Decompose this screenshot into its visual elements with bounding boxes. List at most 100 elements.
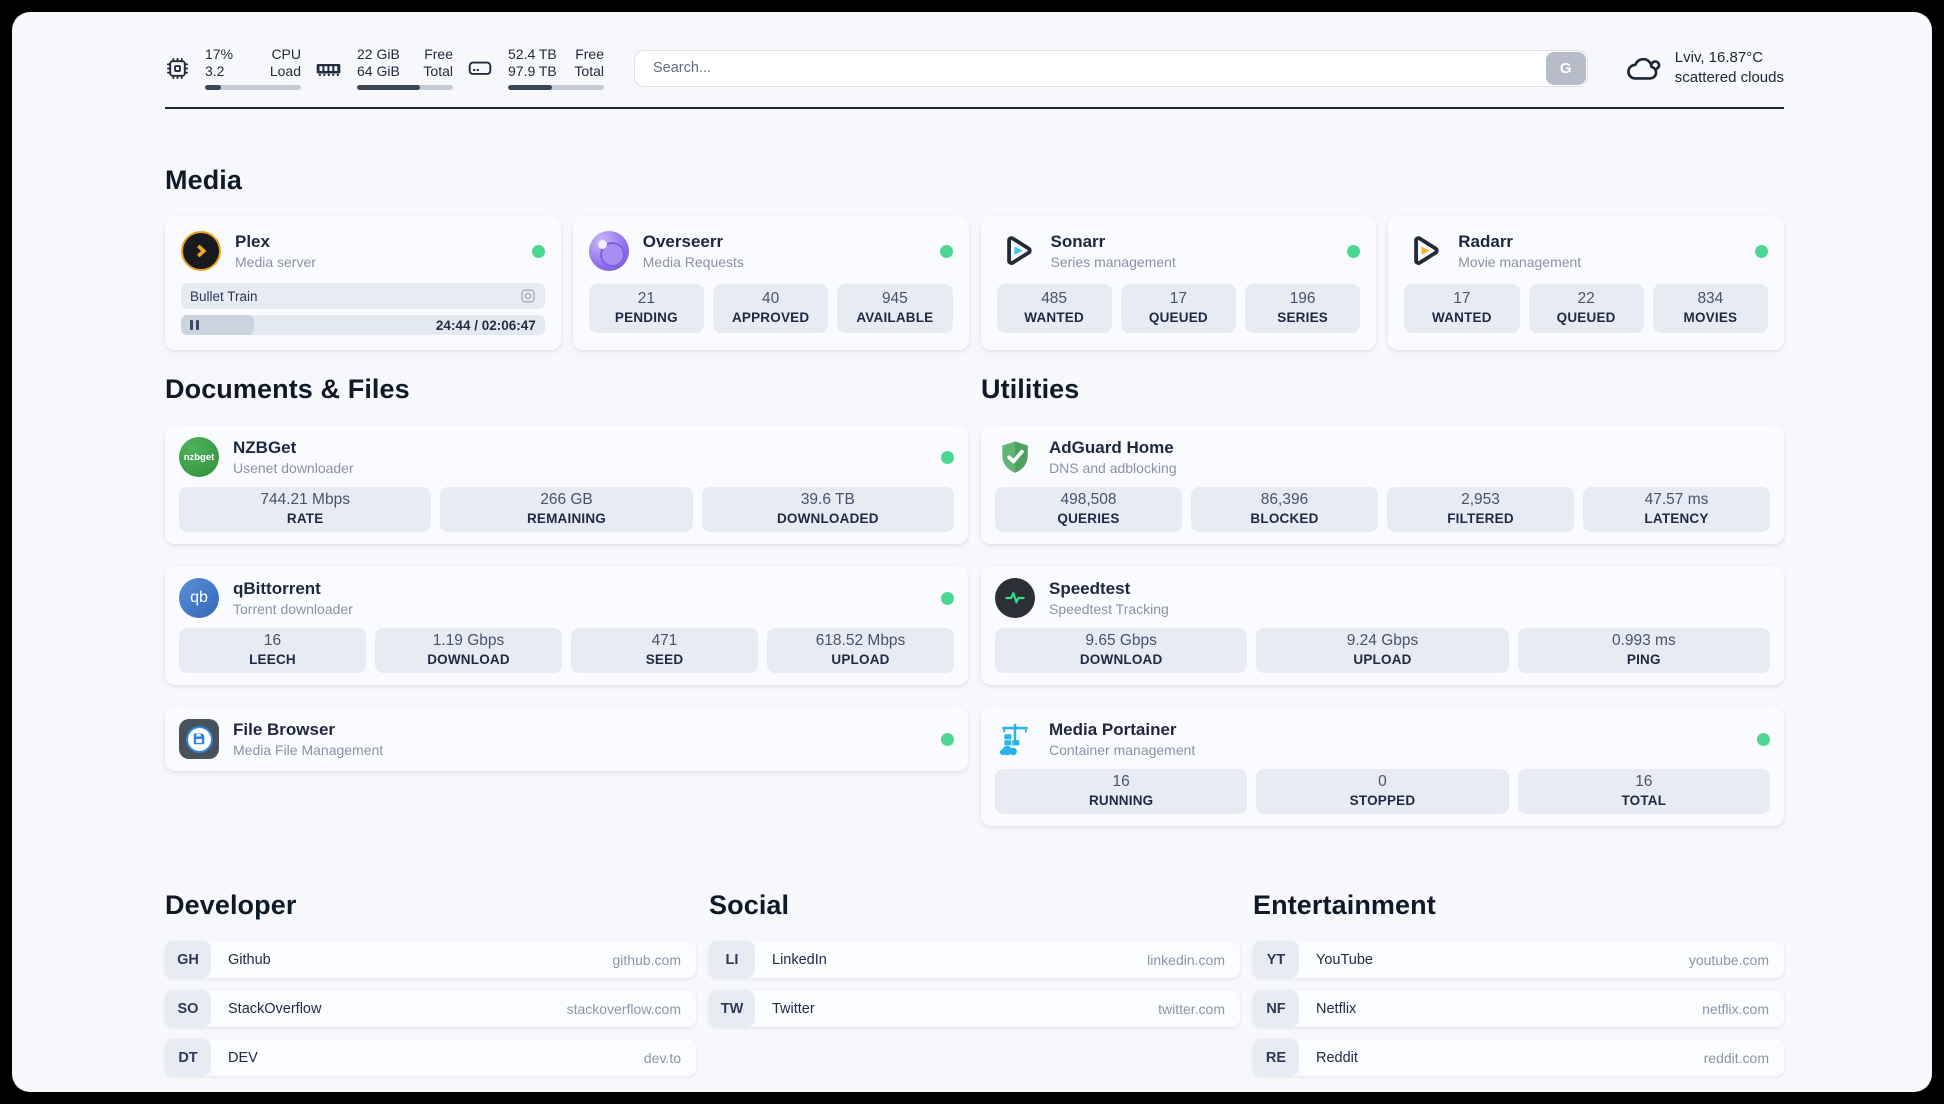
bookmark-row-stackoverflow[interactable]: SO StackOverflow stackoverflow.com [165,990,696,1027]
now-playing-row: Bullet Train [181,283,545,309]
now-playing-view-icon[interactable] [520,288,536,304]
bookmark-row-twitter[interactable]: TW Twitter twitter.com [709,990,1240,1027]
cpu-progress-bar [205,85,301,90]
stat-box: 39.6 TB DOWNLOADED [701,487,954,532]
service-subtitle: Media server [235,254,316,270]
bookmark-row-reddit[interactable]: RE Reddit reddit.com [1253,1039,1784,1076]
card-qbittorrent[interactable]: qb qBittorrent Torrent downloader 16 LEEC… [165,566,968,685]
bookmark-url: github.com [612,951,681,968]
stat-value: 0 [1378,773,1387,790]
bookmark-row-youtube[interactable]: YT YouTube youtube.com [1253,941,1784,978]
search-input[interactable] [634,49,1588,87]
stat-box: 485 WANTED [996,284,1112,333]
stat-value: 2,953 [1461,491,1500,508]
stat-box: 2,953 FILTERED [1387,487,1574,532]
card-portainer[interactable]: Media Portainer Container management 16 R… [981,707,1784,826]
adguard-icon [995,437,1035,477]
memory-progress-bar [357,85,453,90]
bookmark-abbr: GH [165,941,211,978]
stat-label: BLOCKED [1250,511,1319,526]
service-subtitle: Media Requests [642,254,744,270]
stat-box: 47.57 ms LATENCY [1583,487,1770,532]
cpu-icon [166,57,189,79]
service-subtitle: Torrent downloader [233,601,353,617]
section-title-social: Social [709,890,790,920]
documents-column: Documents & Files nzbget NZBGet Usenet d… [165,350,968,771]
weather-widget: Lviv, 16.87°C scattered clouds [1626,48,1784,88]
stat-value: 17 [1169,290,1187,307]
card-nzbget[interactable]: nzbget NZBGet Usenet downloader 744.21 M… [165,425,968,544]
card-speedtest[interactable]: Speedtest Speedtest Tracking 9.65 Gbps DO… [981,566,1784,685]
bookmark-name: Github [228,951,271,968]
bookmark-url: netflix.com [1702,1000,1769,1017]
stat-label: QUEUED [1148,310,1208,325]
disk-total-value: 97.9 TB [508,63,557,79]
service-subtitle: Container management [1049,742,1196,758]
qbittorrent-icon-text: qb [190,589,208,606]
stat-label: WANTED [1024,310,1084,325]
service-title: AdGuard Home [1049,438,1174,457]
stat-box: 16 RUNNING [995,769,1248,814]
card-overseerr[interactable]: Overseerr Media Requests 21 PENDING 40 APP… [572,216,969,350]
stat-label: UPLOAD [1353,652,1412,667]
bookmark-row-dev[interactable]: DT DEV dev.to [165,1039,696,1076]
disk-total-label: Total [574,63,604,79]
stat-value: 0.993 ms [1611,632,1676,649]
card-filebrowser[interactable]: File Browser Media File Management [165,707,968,771]
stat-box: 16 TOTAL [1517,769,1770,814]
bookmark-name: Netflix [1316,1000,1357,1017]
section-title-developer: Developer [165,890,297,920]
stat-value: 16 [1112,773,1130,790]
ram-icon [316,63,341,76]
playback-time: 24:44 / 02:06:47 [435,317,536,333]
bookmark-url: stackoverflow.com [566,1000,681,1017]
search-provider-button[interactable]: G [1545,51,1586,85]
stat-label: REMAINING [526,511,607,526]
stat-value: 9.24 Gbps [1346,632,1419,649]
cpu-progress-fill [205,85,222,90]
bookmarks-developer: Developer GH Github github.com SO StackO… [165,826,696,1088]
card-adguard[interactable]: AdGuard Home DNS and adblocking 498,508 Q… [981,425,1784,544]
stat-label: DOWNLOADED [776,511,879,526]
bookmark-abbr: LI [709,941,755,978]
status-dot [1347,244,1361,258]
bookmark-row-linkedin[interactable]: LI LinkedIn linkedin.com [709,941,1240,978]
bookmark-row-netflix[interactable]: NF Netflix netflix.com [1253,990,1784,1027]
radarr-icon [1404,231,1444,271]
status-dot [939,244,953,258]
stat-value: 1.19 Gbps [432,632,505,649]
stat-label: RUNNING [1088,793,1154,808]
section-title-entertainment: Entertainment [1253,890,1436,920]
stat-value: 485 [1041,290,1068,307]
card-sonarr[interactable]: Sonarr Series management 485 WANTED 17 QUE… [980,216,1377,350]
stat-box: 0.993 ms PING [1517,628,1770,673]
memory-total-label: Total [423,63,453,79]
weather-location-temp: Lviv, 16.87°C [1674,49,1764,66]
card-radarr[interactable]: Radarr Movie management 17 WANTED 22 QUEUE… [1388,216,1784,350]
service-title: Media Portainer [1049,720,1177,739]
status-dot [531,244,545,258]
cpu-percent: 17% [205,46,234,62]
stat-label: STOPPED [1349,793,1416,808]
stat-label: APPROVED [731,310,810,325]
stat-value: 945 [881,290,908,307]
disk-icon [468,61,492,75]
search-bar: G [634,49,1588,87]
stat-value: 498,508 [1060,491,1117,508]
stat-box: 744.21 Mbps RATE [179,487,432,532]
service-subtitle: DNS and adblocking [1049,460,1177,476]
bookmark-row-github[interactable]: GH Github github.com [165,941,696,978]
stat-box: 22 QUEUED [1528,284,1644,333]
stat-label: SEED [645,652,684,667]
bookmark-abbr: YT [1253,941,1299,978]
nzbget-icon-text: nzbget [183,451,215,463]
bookmark-name: YouTube [1316,951,1373,968]
card-plex[interactable]: Plex Media server Bullet Train 24:44 / 0… [165,216,561,350]
speedtest-icon [995,578,1035,618]
top-bar: 17% 3.2 CPU Load 22 GiB 64 GiB Free Total [165,42,1784,94]
service-subtitle: Usenet downloader [233,460,354,476]
stat-value: 196 [1289,290,1316,307]
service-title: Sonarr [1050,232,1106,251]
memory-progress-fill [357,85,421,90]
service-title: NZBGet [233,438,297,457]
